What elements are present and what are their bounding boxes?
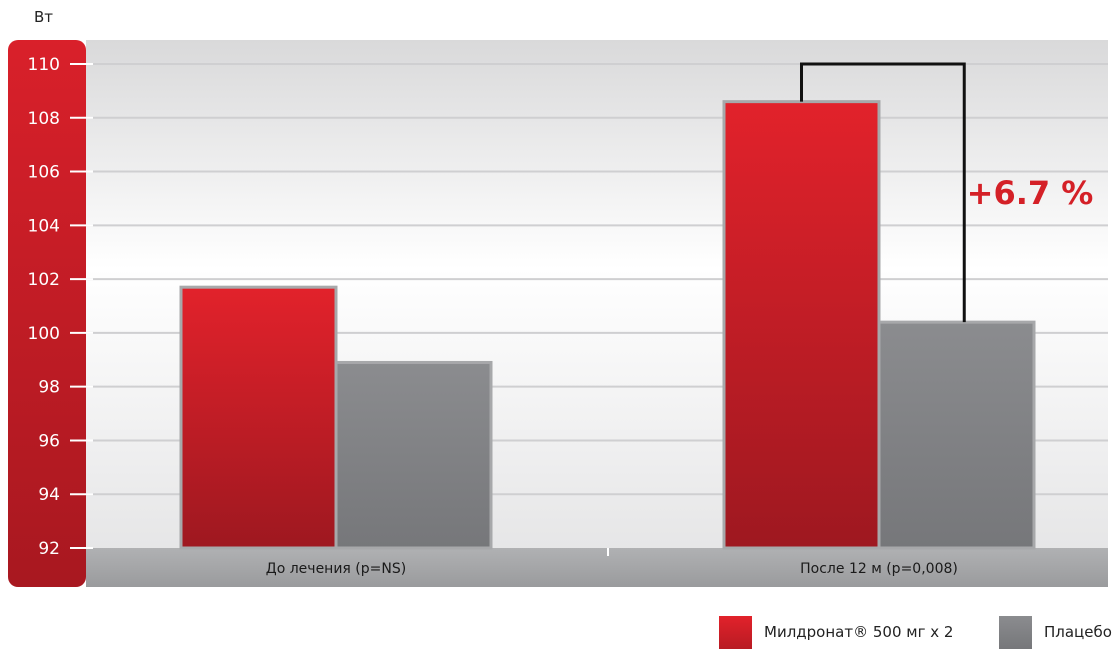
difference-bracket [800,62,966,323]
y-axis-unit-label: Вт [34,8,54,26]
category-label: После 12 м (p=0,008) [800,561,958,577]
y-tick-label: 94 [38,485,60,505]
difference-annotation: +6.7 % [967,174,1094,212]
category-band [86,548,1108,587]
bar-placebo-0 [334,360,493,550]
y-tick-label: 100 [28,324,60,344]
legend-item-placebo: Плацебо [999,615,1112,649]
bar-mildronate-0 [179,285,338,550]
y-tick-label: 104 [28,216,60,236]
y-tick-label: 96 [38,431,60,451]
bar-mildronate-1 [722,100,881,550]
y-axis-band [8,40,86,587]
y-tick-label: 110 [28,55,60,75]
legend-item-mildronate: Милдронат® 500 мг х 2 [719,615,953,649]
y-tick-label: 106 [28,163,60,183]
bar-placebo-1 [877,320,1036,550]
legend-swatch-grey [999,615,1032,649]
legend-label-placebo: Плацебо [1044,623,1112,641]
y-tick-label: 102 [28,270,60,290]
y-tick-label: 92 [38,539,60,559]
legend-swatch-red [719,615,752,649]
y-tick-label: 98 [38,378,60,398]
category-label: До лечения (p=NS) [266,561,406,577]
legend-label-mildronate: Милдронат® 500 мг х 2 [764,623,954,641]
y-tick-label: 108 [28,109,60,129]
